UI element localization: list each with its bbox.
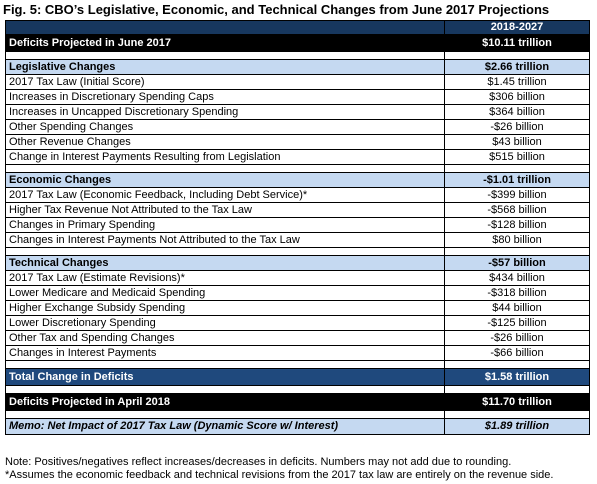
spacer-row — [5, 247, 590, 256]
row-label: 2017 Tax Law (Estimate Revisions)* — [5, 270, 445, 286]
deficits-june-row: Deficits Projected in June 2017 $10.11 t… — [5, 34, 590, 52]
row-label: Changes in Interest Payments — [5, 345, 445, 361]
row-label: Other Spending Changes — [5, 119, 445, 135]
row-value: -$125 billion — [444, 315, 590, 331]
table-row: Other Tax and Spending Changes -$26 billi… — [5, 330, 590, 346]
row-label: Increases in Uncapped Discretionary Spen… — [5, 104, 445, 120]
row-label: Higher Tax Revenue Not Attributed to the… — [5, 202, 445, 218]
column-header: 2018-2027 — [444, 20, 590, 35]
row-label: Other Revenue Changes — [5, 134, 445, 150]
section-label: Economic Changes — [5, 172, 445, 188]
table-row: Higher Exchange Subsidy Spending $44 bill… — [5, 300, 590, 316]
row-label: Changes in Interest Payments Not Attribu… — [5, 232, 445, 248]
row-label: Changes in Primary Spending — [5, 217, 445, 233]
memo-label: Memo: Net Impact of 2017 Tax Law (Dynami… — [5, 418, 445, 435]
spacer-row — [5, 385, 590, 394]
section-label: Technical Changes — [5, 255, 445, 271]
deficits-june-label: Deficits Projected in June 2017 — [5, 34, 445, 52]
row-value: $1.45 trillion — [444, 74, 590, 90]
table-row: 2017 Tax Law (Economic Feedback, Includi… — [5, 187, 590, 203]
row-value: $434 billion — [444, 270, 590, 286]
figure-title: Fig. 5: CBO’s Legislative, Economic, and… — [3, 2, 550, 17]
row-value: $80 billion — [444, 232, 590, 248]
row-label: Higher Exchange Subsidy Spending — [5, 300, 445, 316]
table-row: Lower Medicare and Medicaid Spending -$31… — [5, 285, 590, 301]
row-label: 2017 Tax Law (Economic Feedback, Includi… — [5, 187, 445, 203]
footnote-assumption: *Assumes the economic feedback and techn… — [5, 469, 554, 481]
total-change-row: Total Change in Deficits $1.58 trillion — [5, 368, 590, 386]
deficits-june-value: $10.11 trillion — [444, 34, 590, 52]
deficits-april-row: Deficits Projected in April 2018 $11.70 … — [5, 393, 590, 411]
spacer-row — [5, 360, 590, 369]
table-row: Other Revenue Changes $43 billion — [5, 134, 590, 150]
deficits-april-label: Deficits Projected in April 2018 — [5, 393, 445, 411]
spacer-row — [5, 410, 590, 419]
table-row: Changes in Interest Payments Not Attribu… — [5, 232, 590, 248]
table-header-row: 2018-2027 — [5, 20, 590, 35]
section-total: -$57 billion — [444, 255, 590, 271]
row-label: Lower Discretionary Spending — [5, 315, 445, 331]
section-header-technical: Technical Changes -$57 billion — [5, 255, 590, 271]
row-value: $364 billion — [444, 104, 590, 120]
row-value: -$318 billion — [444, 285, 590, 301]
header-blank-cell — [5, 20, 445, 35]
row-value: $306 billion — [444, 89, 590, 105]
row-value: -$26 billion — [444, 119, 590, 135]
row-value: $43 billion — [444, 134, 590, 150]
row-value: -$26 billion — [444, 330, 590, 346]
deficit-changes-table: 2018-2027 Deficits Projected in June 201… — [5, 20, 590, 435]
table-row: Lower Discretionary Spending -$125 billio… — [5, 315, 590, 331]
spacer-row — [5, 164, 590, 173]
table-row: Increases in Discretionary Spending Caps… — [5, 89, 590, 105]
row-value: $515 billion — [444, 149, 590, 165]
row-value: -$66 billion — [444, 345, 590, 361]
row-label: Increases in Discretionary Spending Caps — [5, 89, 445, 105]
memo-row: Memo: Net Impact of 2017 Tax Law (Dynami… — [5, 418, 590, 435]
row-value: $44 billion — [444, 300, 590, 316]
memo-value: $1.89 trillion — [444, 418, 590, 435]
table-row: Higher Tax Revenue Not Attributed to the… — [5, 202, 590, 218]
total-change-value: $1.58 trillion — [444, 368, 590, 386]
table-row: Change in Interest Payments Resulting fr… — [5, 149, 590, 165]
section-header-legislative: Legislative Changes $2.66 trillion — [5, 59, 590, 75]
deficits-april-value: $11.70 trillion — [444, 393, 590, 411]
table-row: 2017 Tax Law (Estimate Revisions)* $434 b… — [5, 270, 590, 286]
footnote-rounding: Note: Positives/negatives reflect increa… — [5, 456, 512, 468]
table-row: Other Spending Changes -$26 billion — [5, 119, 590, 135]
section-total: $2.66 trillion — [444, 59, 590, 75]
row-value: -$128 billion — [444, 217, 590, 233]
row-label: Change in Interest Payments Resulting fr… — [5, 149, 445, 165]
row-label: 2017 Tax Law (Initial Score) — [5, 74, 445, 90]
row-value: -$568 billion — [444, 202, 590, 218]
section-total: -$1.01 trillion — [444, 172, 590, 188]
row-label: Lower Medicare and Medicaid Spending — [5, 285, 445, 301]
table-row: Changes in Primary Spending -$128 billion — [5, 217, 590, 233]
table-row: Changes in Interest Payments -$66 billion — [5, 345, 590, 361]
section-header-economic: Economic Changes -$1.01 trillion — [5, 172, 590, 188]
section-label: Legislative Changes — [5, 59, 445, 75]
spacer-row — [5, 51, 590, 60]
table-row: Increases in Uncapped Discretionary Spen… — [5, 104, 590, 120]
row-value: -$399 billion — [444, 187, 590, 203]
total-change-label: Total Change in Deficits — [5, 368, 445, 386]
table-row: 2017 Tax Law (Initial Score) $1.45 trilli… — [5, 74, 590, 90]
row-label: Other Tax and Spending Changes — [5, 330, 445, 346]
